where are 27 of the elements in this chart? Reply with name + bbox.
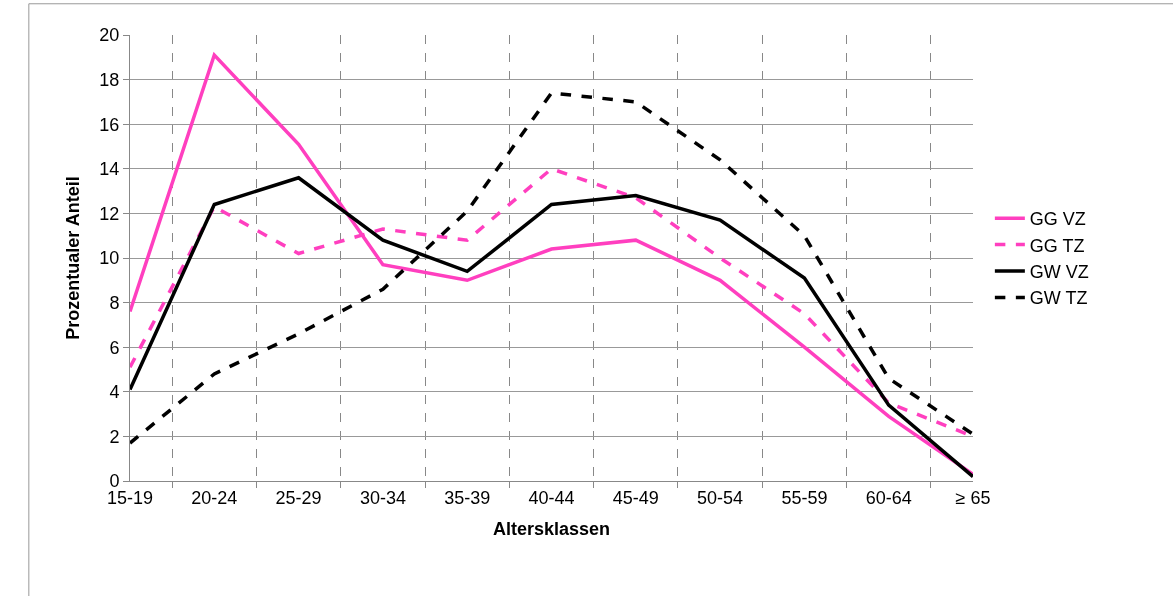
y-tick-label: 18 [99, 69, 120, 90]
y-tick-label: 14 [99, 159, 120, 180]
x-tick-label: 20-24 [191, 487, 238, 508]
x-tick-label: 50-54 [697, 487, 744, 508]
y-tick-label: 6 [109, 337, 120, 358]
x-tick-label: 40-44 [528, 487, 575, 508]
y-tick-label: 4 [109, 382, 120, 403]
y-tick-label: 16 [99, 114, 120, 135]
x-axis-title: Altersklassen [492, 518, 611, 539]
legend-label: GG TZ [1029, 235, 1085, 256]
y-tick-label: 2 [109, 426, 120, 447]
y-tick-label: 12 [99, 203, 120, 224]
line-series [130, 53, 973, 477]
x-tick-label: ≥ 65 [955, 487, 991, 508]
legend-label: GW TZ [1029, 288, 1088, 309]
x-tick-label: 55-59 [781, 487, 828, 508]
y-tick-label: 10 [99, 248, 120, 269]
x-tick-label: 45-49 [612, 487, 659, 508]
x-tick-label: 60-64 [865, 487, 912, 508]
legend-label: GW VZ [1029, 262, 1089, 283]
x-tick-label: 30-34 [359, 487, 406, 508]
legend-label: GG VZ [1029, 209, 1086, 230]
y-tick-label: 8 [109, 292, 120, 313]
x-tick-label: 25-29 [275, 487, 322, 508]
y-axis-title: Prozentualer Anteil [62, 176, 83, 340]
x-tick-label: 35-39 [444, 487, 491, 508]
y-tick-label: 20 [99, 25, 120, 46]
